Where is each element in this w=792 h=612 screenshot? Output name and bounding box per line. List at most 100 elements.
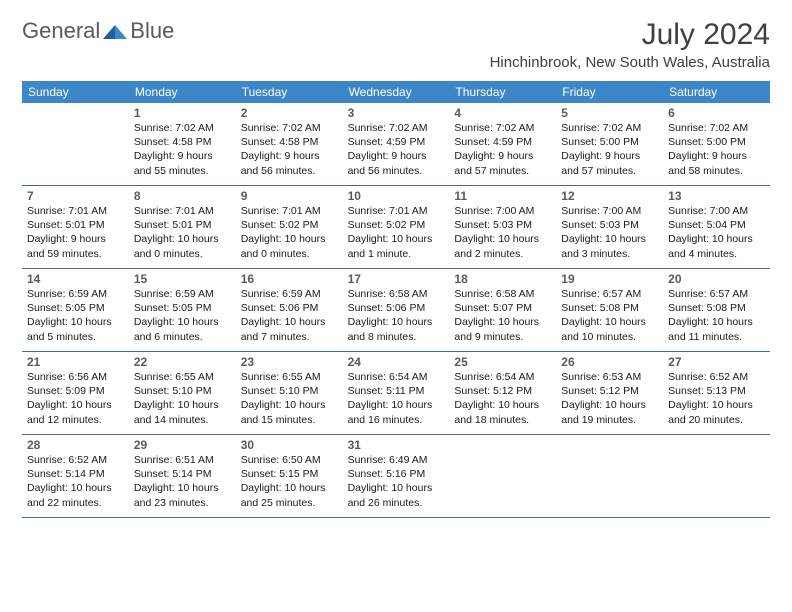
daylight-line: Daylight: 10 hours and 23 minutes. [134,481,231,509]
day-number: 23 [241,355,338,369]
day-cell: 17Sunrise: 6:58 AMSunset: 5:06 PMDayligh… [343,269,450,351]
day-cell: 13Sunrise: 7:00 AMSunset: 5:04 PMDayligh… [663,186,770,268]
day-cell: 2Sunrise: 7:02 AMSunset: 4:58 PMDaylight… [236,103,343,185]
daylight-line: Daylight: 9 hours and 56 minutes. [348,149,445,177]
sunset-line: Sunset: 5:12 PM [561,384,658,398]
weekday-saturday: Saturday [663,81,770,103]
day-cell [22,103,129,185]
sunrise-line: Sunrise: 7:00 AM [668,204,765,218]
day-cell [449,435,556,517]
day-cell: 27Sunrise: 6:52 AMSunset: 5:13 PMDayligh… [663,352,770,434]
sunrise-line: Sunrise: 6:56 AM [27,370,124,384]
sunrise-line: Sunrise: 6:54 AM [454,370,551,384]
week-row: 28Sunrise: 6:52 AMSunset: 5:14 PMDayligh… [22,435,770,518]
sunrise-line: Sunrise: 6:52 AM [27,453,124,467]
day-cell: 25Sunrise: 6:54 AMSunset: 5:12 PMDayligh… [449,352,556,434]
daylight-line: Daylight: 10 hours and 2 minutes. [454,232,551,260]
day-number: 26 [561,355,658,369]
day-number: 24 [348,355,445,369]
sunset-line: Sunset: 5:15 PM [241,467,338,481]
day-number: 21 [27,355,124,369]
calendar: SundayMondayTuesdayWednesdayThursdayFrid… [22,81,770,518]
sunset-line: Sunset: 5:00 PM [668,135,765,149]
sunset-line: Sunset: 5:05 PM [134,301,231,315]
sunrise-line: Sunrise: 7:00 AM [561,204,658,218]
sunrise-line: Sunrise: 6:53 AM [561,370,658,384]
sunset-line: Sunset: 5:00 PM [561,135,658,149]
day-number: 1 [134,106,231,120]
sunrise-line: Sunrise: 7:01 AM [241,204,338,218]
daylight-line: Daylight: 10 hours and 3 minutes. [561,232,658,260]
daylight-line: Daylight: 10 hours and 9 minutes. [454,315,551,343]
day-number: 31 [348,438,445,452]
weekday-monday: Monday [129,81,236,103]
day-cell: 5Sunrise: 7:02 AMSunset: 5:00 PMDaylight… [556,103,663,185]
sunset-line: Sunset: 5:10 PM [134,384,231,398]
daylight-line: Daylight: 9 hours and 59 minutes. [27,232,124,260]
daylight-line: Daylight: 10 hours and 19 minutes. [561,398,658,426]
sunrise-line: Sunrise: 6:58 AM [348,287,445,301]
sunrise-line: Sunrise: 7:00 AM [454,204,551,218]
day-number: 4 [454,106,551,120]
weekday-tuesday: Tuesday [236,81,343,103]
weekday-header-row: SundayMondayTuesdayWednesdayThursdayFrid… [22,81,770,103]
sunrise-line: Sunrise: 6:55 AM [134,370,231,384]
sunrise-line: Sunrise: 6:51 AM [134,453,231,467]
day-cell: 8Sunrise: 7:01 AMSunset: 5:01 PMDaylight… [129,186,236,268]
month-title: July 2024 [490,18,770,52]
logo: General Blue [22,18,174,44]
weekday-friday: Friday [556,81,663,103]
day-number: 18 [454,272,551,286]
day-number: 12 [561,189,658,203]
day-number: 3 [348,106,445,120]
daylight-line: Daylight: 10 hours and 25 minutes. [241,481,338,509]
sunset-line: Sunset: 5:08 PM [668,301,765,315]
day-number: 16 [241,272,338,286]
daylight-line: Daylight: 10 hours and 18 minutes. [454,398,551,426]
week-row: 1Sunrise: 7:02 AMSunset: 4:58 PMDaylight… [22,103,770,186]
daylight-line: Daylight: 10 hours and 16 minutes. [348,398,445,426]
day-cell: 29Sunrise: 6:51 AMSunset: 5:14 PMDayligh… [129,435,236,517]
daylight-line: Daylight: 10 hours and 0 minutes. [241,232,338,260]
day-cell: 26Sunrise: 6:53 AMSunset: 5:12 PMDayligh… [556,352,663,434]
day-cell: 16Sunrise: 6:59 AMSunset: 5:06 PMDayligh… [236,269,343,351]
daylight-line: Daylight: 10 hours and 4 minutes. [668,232,765,260]
day-number: 9 [241,189,338,203]
daylight-line: Daylight: 10 hours and 15 minutes. [241,398,338,426]
day-number: 25 [454,355,551,369]
sunset-line: Sunset: 5:07 PM [454,301,551,315]
sunrise-line: Sunrise: 7:02 AM [134,121,231,135]
sunset-line: Sunset: 5:04 PM [668,218,765,232]
sunrise-line: Sunrise: 6:49 AM [348,453,445,467]
sunset-line: Sunset: 5:10 PM [241,384,338,398]
sunset-line: Sunset: 5:08 PM [561,301,658,315]
sunset-line: Sunset: 5:13 PM [668,384,765,398]
day-number: 13 [668,189,765,203]
day-cell: 19Sunrise: 6:57 AMSunset: 5:08 PMDayligh… [556,269,663,351]
day-number: 22 [134,355,231,369]
day-number: 6 [668,106,765,120]
daylight-line: Daylight: 10 hours and 11 minutes. [668,315,765,343]
sunrise-line: Sunrise: 6:59 AM [134,287,231,301]
sunrise-line: Sunrise: 7:01 AM [134,204,231,218]
sunset-line: Sunset: 5:09 PM [27,384,124,398]
sunrise-line: Sunrise: 7:02 AM [668,121,765,135]
sunset-line: Sunset: 5:06 PM [241,301,338,315]
daylight-line: Daylight: 10 hours and 14 minutes. [134,398,231,426]
sunset-line: Sunset: 5:01 PM [134,218,231,232]
day-cell: 21Sunrise: 6:56 AMSunset: 5:09 PMDayligh… [22,352,129,434]
daylight-line: Daylight: 10 hours and 22 minutes. [27,481,124,509]
weeks-container: 1Sunrise: 7:02 AMSunset: 4:58 PMDaylight… [22,103,770,518]
day-number: 14 [27,272,124,286]
weekday-wednesday: Wednesday [343,81,450,103]
title-block: July 2024 Hinchinbrook, New South Wales,… [490,18,770,71]
day-number: 5 [561,106,658,120]
sunset-line: Sunset: 5:01 PM [27,218,124,232]
day-cell: 9Sunrise: 7:01 AMSunset: 5:02 PMDaylight… [236,186,343,268]
sunset-line: Sunset: 5:12 PM [454,384,551,398]
daylight-line: Daylight: 9 hours and 55 minutes. [134,149,231,177]
week-row: 7Sunrise: 7:01 AMSunset: 5:01 PMDaylight… [22,186,770,269]
day-number: 7 [27,189,124,203]
sunset-line: Sunset: 5:16 PM [348,467,445,481]
daylight-line: Daylight: 10 hours and 6 minutes. [134,315,231,343]
